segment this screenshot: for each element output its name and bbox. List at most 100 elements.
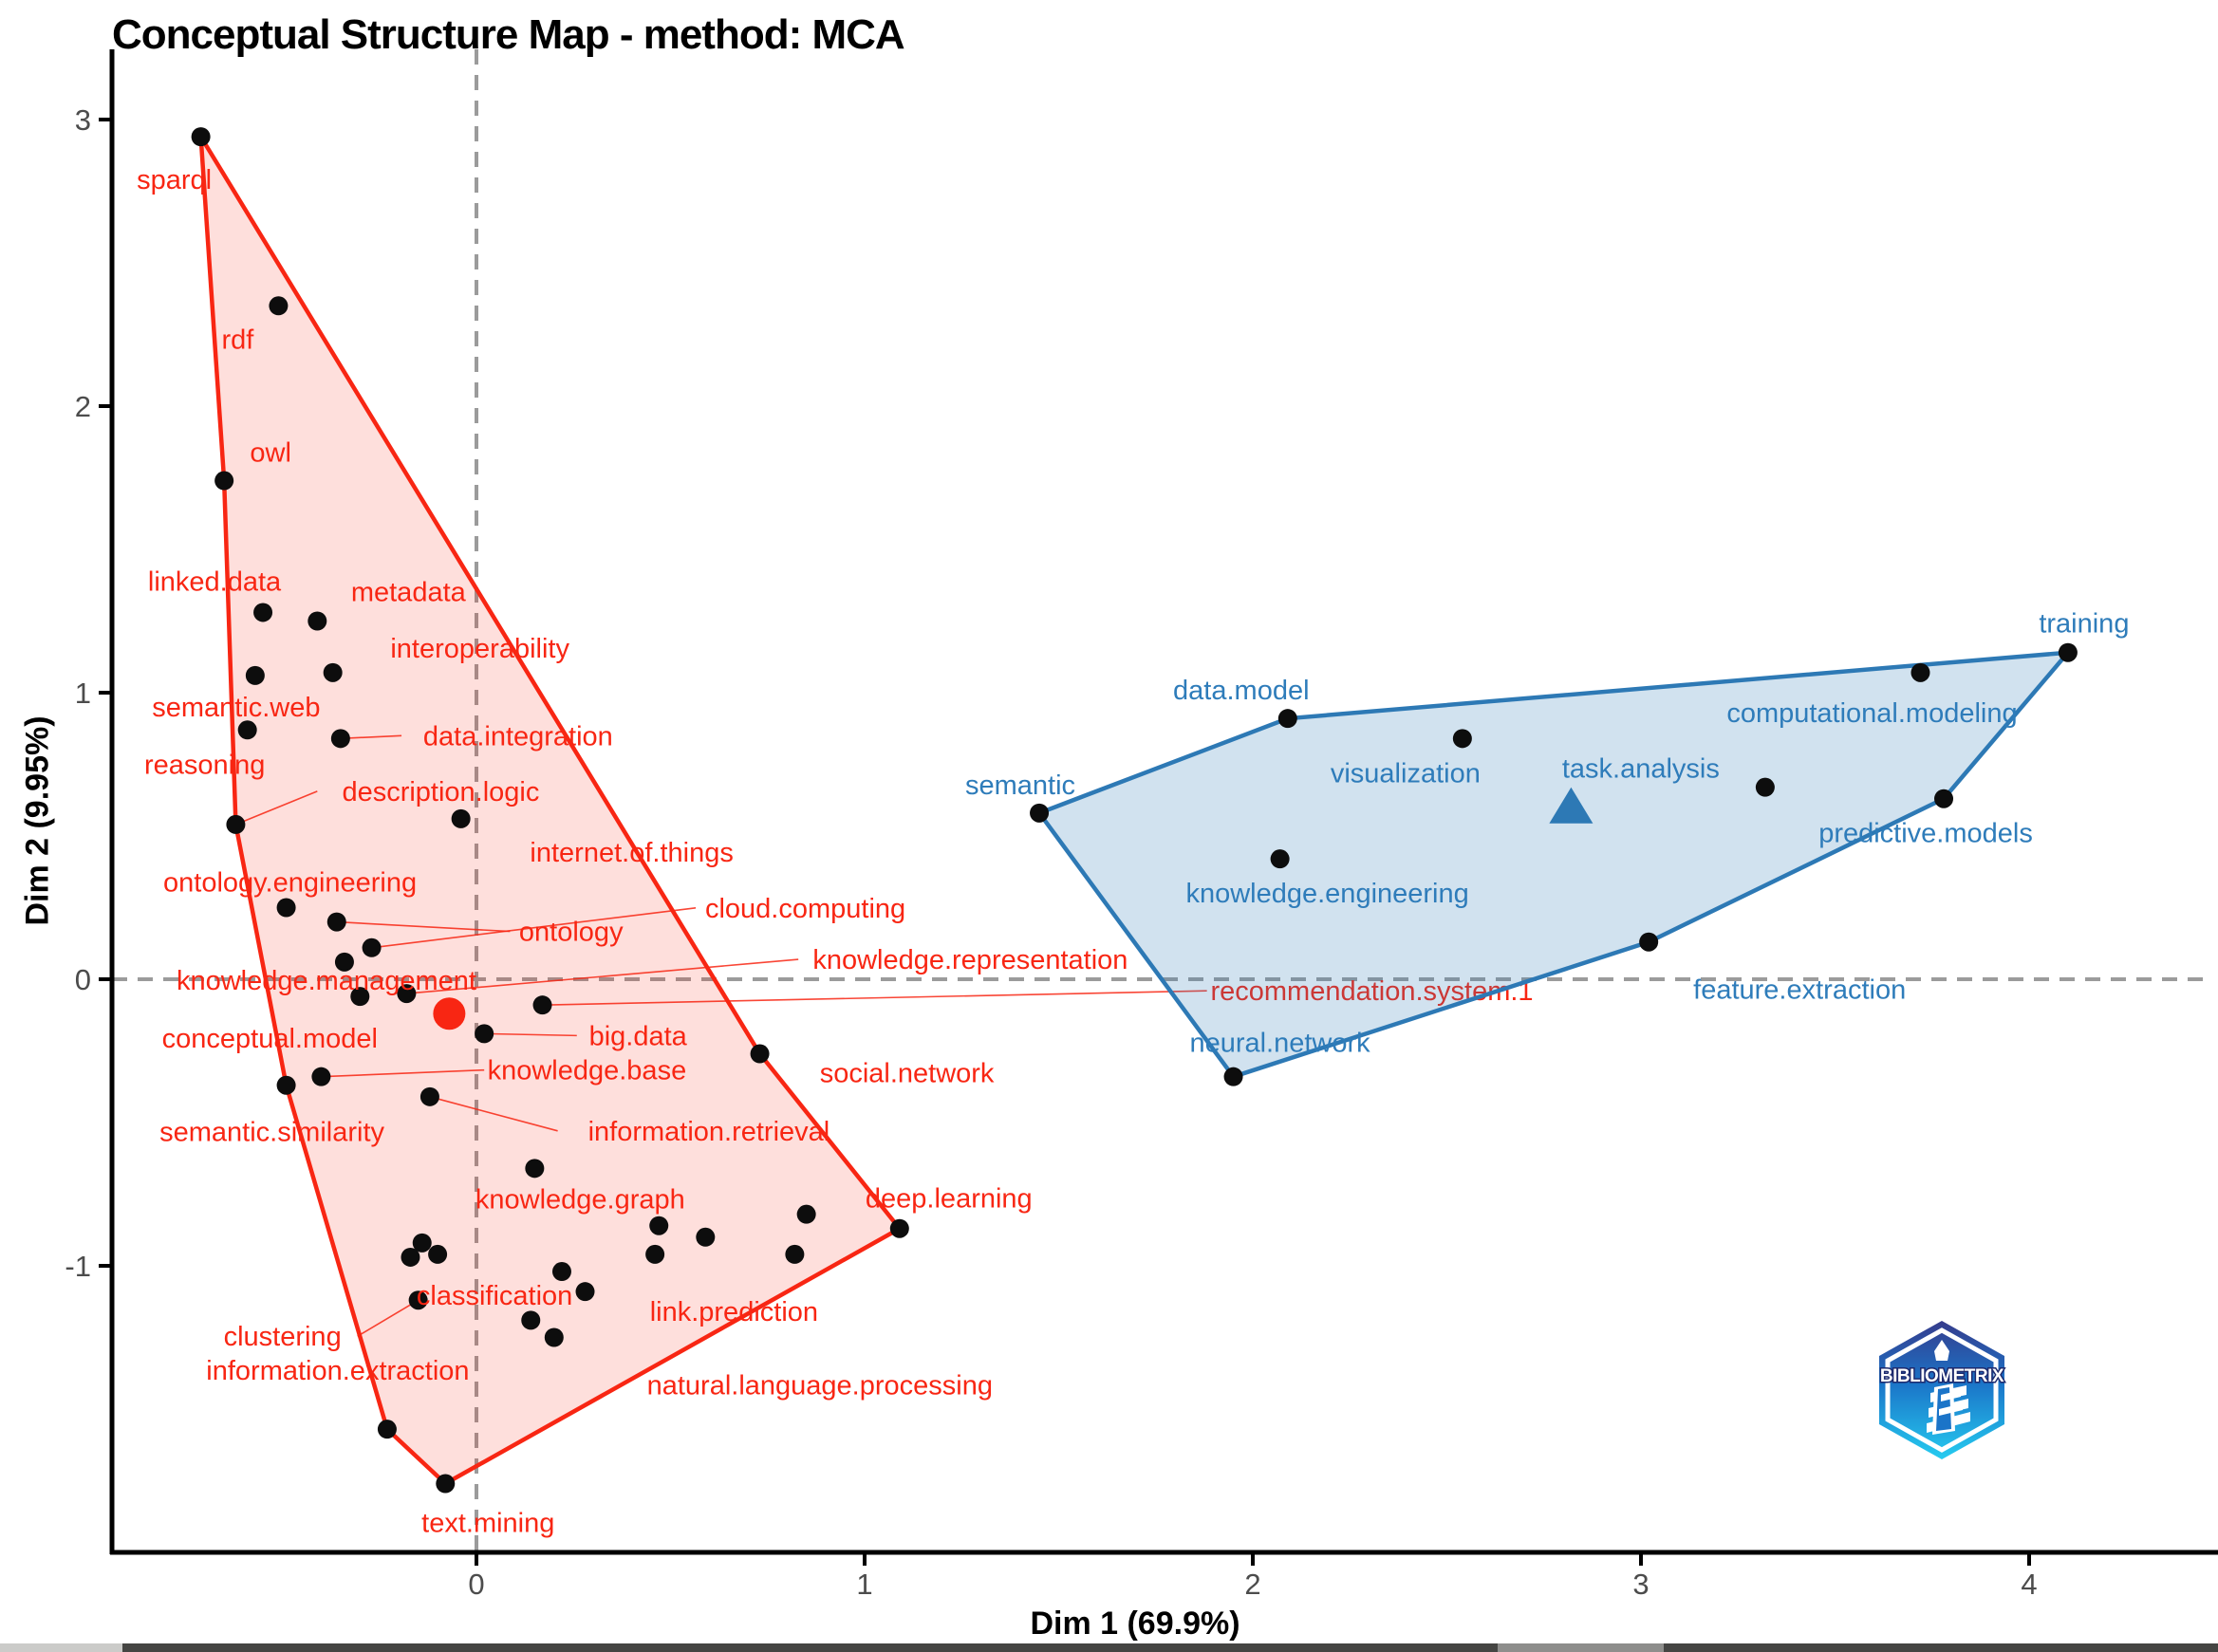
data-point — [245, 665, 265, 685]
term-label: task.analysis — [1562, 754, 1720, 785]
data-point — [575, 1282, 595, 1302]
scrollbar-segment[interactable] — [0, 1643, 122, 1652]
taskbar-strip[interactable] — [0, 1643, 2218, 1652]
term-label: interoperability — [390, 634, 569, 664]
data-point — [1934, 789, 1954, 808]
data-point — [214, 471, 234, 491]
cluster-centroid-circle — [433, 997, 466, 1030]
x-tick-label: 0 — [468, 1568, 484, 1601]
y-tick-label: 1 — [75, 677, 91, 710]
label-leader-line — [340, 734, 402, 740]
term-label: conceptual.model — [162, 1024, 378, 1054]
term-label: linked.data — [148, 566, 282, 597]
label-leader-line — [484, 1032, 577, 1037]
data-point — [475, 1024, 494, 1044]
data-point — [191, 127, 211, 147]
y-tick-label: -1 — [65, 1250, 91, 1283]
term-label: knowledge.base — [488, 1056, 687, 1086]
data-point — [796, 1204, 816, 1224]
scrollbar-segment[interactable] — [1498, 1643, 1664, 1652]
data-point — [889, 1218, 909, 1238]
data-point — [226, 814, 246, 834]
label-leader-line — [235, 790, 318, 826]
label-leader-line — [336, 920, 511, 933]
data-point — [276, 1075, 296, 1095]
x-tick-label: 3 — [1632, 1568, 1649, 1601]
data-point — [334, 952, 354, 972]
term-label: knowledge.representation — [812, 945, 1128, 975]
data-point — [544, 1327, 564, 1347]
term-label: knowledge.graph — [475, 1184, 685, 1215]
term-label: knowledge.engineering — [1185, 879, 1468, 909]
term-label: metadata — [351, 578, 467, 608]
bibliometrix-logo: BIBLIOMETRIX — [1878, 1321, 2006, 1459]
data-point — [1910, 662, 1930, 682]
label-leader-line — [406, 958, 799, 994]
data-point — [451, 808, 471, 828]
data-point — [525, 1159, 545, 1179]
data-point — [649, 1216, 669, 1235]
data-point — [1755, 777, 1775, 797]
data-point — [397, 984, 417, 1004]
y-tick-label: 0 — [75, 963, 91, 996]
term-label: data.model — [1173, 676, 1310, 706]
term-label: knowledge.management — [177, 966, 476, 996]
lighthouse-icon — [1934, 1340, 1949, 1361]
lighthouse-stripes — [1927, 1383, 1970, 1435]
data-point — [330, 729, 350, 749]
data-point — [645, 1244, 665, 1264]
data-point — [750, 1044, 770, 1064]
term-label: neural.network — [1189, 1029, 1370, 1059]
term-label: training — [2039, 609, 2129, 640]
term-label: information.extraction — [206, 1356, 469, 1386]
term-label: clustering — [224, 1322, 342, 1352]
term-label: link.prediction — [650, 1297, 818, 1327]
term-label: recommendation.system.1 — [1210, 976, 1533, 1007]
term-label: sparql — [137, 165, 212, 195]
data-point — [436, 1474, 456, 1494]
data-point — [1270, 849, 1290, 869]
data-point — [253, 603, 273, 622]
label-leader-line — [357, 1299, 419, 1337]
label-leader-line — [371, 906, 697, 949]
data-point — [551, 1262, 571, 1282]
term-label: ontology.engineering — [163, 868, 417, 899]
term-label: semantic.web — [152, 693, 320, 723]
scrollbar-segment[interactable] — [1664, 1643, 2218, 1652]
data-point — [408, 1290, 428, 1310]
data-point — [1277, 709, 1297, 729]
data-point — [308, 611, 327, 631]
y-tick-label: 3 — [75, 103, 91, 137]
term-label: visualization — [1331, 758, 1481, 789]
data-point — [785, 1244, 805, 1264]
plot-title: Conceptual Structure Map - method: MCA — [112, 11, 905, 58]
term-label: classification — [417, 1281, 572, 1311]
data-point — [237, 720, 257, 740]
data-point — [1030, 803, 1050, 823]
term-label: feature.extraction — [1693, 975, 1906, 1006]
data-point — [269, 296, 289, 316]
data-point — [532, 995, 552, 1015]
label-leader-line — [429, 1096, 558, 1132]
x-tick-label: 4 — [2021, 1568, 2037, 1601]
term-label: owl — [250, 438, 291, 469]
data-point — [401, 1247, 420, 1267]
data-point — [326, 912, 346, 932]
data-point — [1452, 729, 1472, 749]
data-point — [412, 1233, 432, 1253]
term-label: ontology — [519, 918, 624, 948]
term-label: description.logic — [342, 777, 539, 807]
data-point — [1639, 932, 1659, 952]
scrollbar-segment[interactable] — [122, 1643, 1498, 1652]
term-label: internet.of.things — [530, 838, 733, 868]
term-label: semantic — [965, 770, 1075, 801]
data-point — [311, 1067, 331, 1086]
term-label: big.data — [589, 1021, 688, 1051]
data-point — [276, 898, 296, 918]
data-point — [521, 1310, 541, 1330]
data-point — [419, 1086, 439, 1106]
x-tick-label: 2 — [1244, 1568, 1260, 1601]
x-axis-title: Dim 1 (69.9%) — [1030, 1606, 1240, 1642]
